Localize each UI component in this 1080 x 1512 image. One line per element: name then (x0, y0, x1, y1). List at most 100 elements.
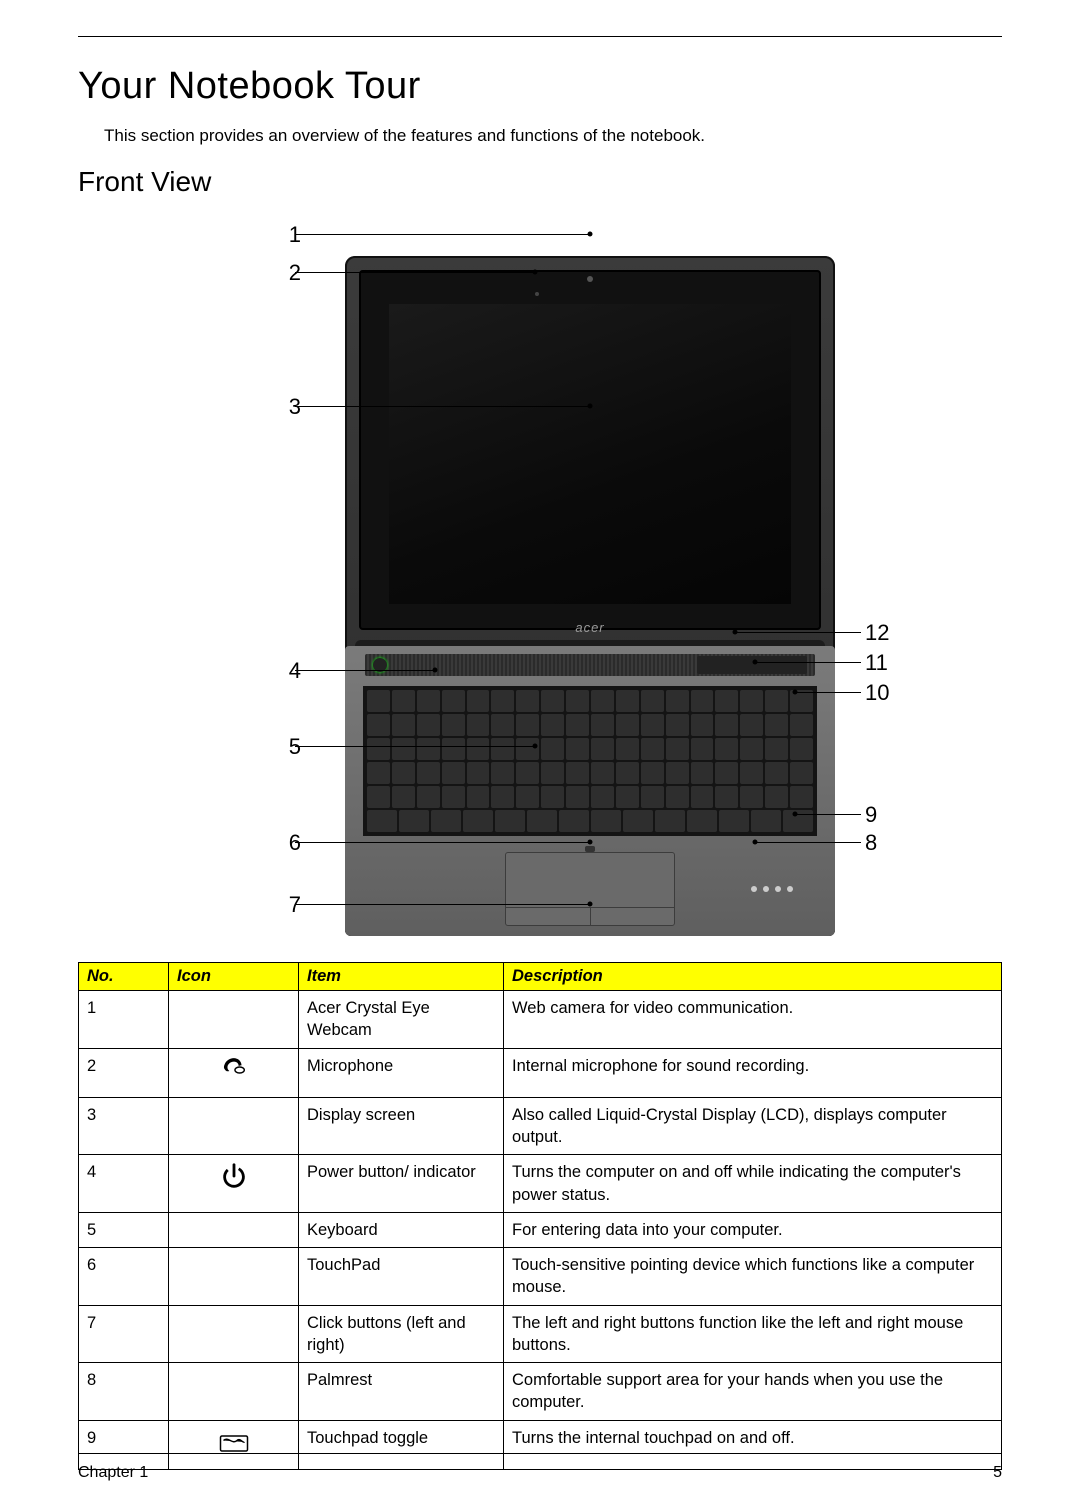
cell-item: Palmrest (299, 1363, 504, 1421)
microphone-icon (169, 1048, 299, 1097)
cell-desc: Touch-sensitive pointing device which fu… (504, 1248, 1002, 1306)
brand-label: acer (575, 620, 604, 635)
leader-line (305, 670, 435, 671)
cell-no: 7 (79, 1305, 169, 1363)
microphone-icon (535, 292, 539, 296)
callout-number: 10 (865, 680, 889, 706)
leader-tick (851, 842, 861, 843)
leader-line (305, 234, 590, 235)
callout-number: 3 (275, 394, 301, 420)
cell-no: 3 (79, 1097, 169, 1155)
leader-line (795, 692, 851, 693)
leader-dot (588, 404, 593, 409)
section-subtitle: Front View (78, 166, 1002, 198)
leader-dot (533, 270, 538, 275)
manual-page: Your Notebook Tour This section provides… (0, 0, 1080, 1512)
cell-desc: Turns the computer on and off while indi… (504, 1155, 1002, 1213)
leader-line (305, 842, 590, 843)
cell-icon (169, 1363, 299, 1421)
footer-chapter: Chapter 1 (78, 1464, 148, 1482)
cell-icon (169, 1212, 299, 1247)
cell-no: 5 (79, 1212, 169, 1247)
footer-page-number: 5 (993, 1464, 1002, 1482)
leader-dot (433, 668, 438, 673)
th-item: Item (299, 963, 504, 991)
leader-line (755, 662, 851, 663)
th-icon: Icon (169, 963, 299, 991)
table-row: 8PalmrestComfortable support area for yo… (79, 1363, 1002, 1421)
cell-icon (169, 1305, 299, 1363)
intro-text: This section provides an overview of the… (104, 126, 1002, 146)
callout-number: 6 (275, 830, 301, 856)
laptop-illustration: acer (345, 256, 835, 936)
table-row: 5 KeyboardFor entering data into your com… (79, 1212, 1002, 1247)
cell-icon (169, 1097, 299, 1155)
indicator-lights (751, 886, 807, 892)
callout-number: 7 (275, 892, 301, 918)
table-row: 3 Display screenAlso called Liquid-Crysta… (79, 1097, 1002, 1155)
cell-item: Acer Crystal Eye Webcam (299, 991, 504, 1049)
cell-no: 4 (79, 1155, 169, 1213)
callout-number: 9 (865, 802, 877, 828)
callout-number: 12 (865, 620, 889, 646)
click-buttons (506, 907, 674, 925)
leader-tick (851, 632, 861, 633)
cell-icon (169, 991, 299, 1049)
leader-dot (793, 690, 798, 695)
media-buttons (697, 656, 807, 674)
callout-number: 5 (275, 734, 301, 760)
table-row: 1 Acer Crystal Eye WebcamWeb camera for v… (79, 991, 1002, 1049)
table-header-row: No. Icon Item Description (79, 963, 1002, 991)
th-no: No. (79, 963, 169, 991)
table-row: 2MicrophoneInternal microphone for sound… (79, 1048, 1002, 1097)
cell-no: 2 (79, 1048, 169, 1097)
table-row: 6TouchPadTouch-sensitive pointing device… (79, 1248, 1002, 1306)
touchpad (505, 852, 675, 926)
leader-tick (295, 406, 305, 407)
cell-item: Display screen (299, 1097, 504, 1155)
cell-item: Microphone (299, 1048, 504, 1097)
leader-tick (295, 670, 305, 671)
lid-bezel: acer (359, 270, 821, 630)
callout-number: 8 (865, 830, 877, 856)
leader-dot (588, 232, 593, 237)
leader-dot (733, 630, 738, 635)
leader-tick (851, 692, 861, 693)
leader-line (305, 746, 535, 747)
cell-item: Power button/ indicator (299, 1155, 504, 1213)
leader-tick (295, 746, 305, 747)
front-view-diagram: acer 123456712111098 (235, 216, 845, 936)
cell-desc: Comfortable support area for your hands … (504, 1363, 1002, 1421)
cell-item: Keyboard (299, 1212, 504, 1247)
callout-number: 11 (865, 650, 888, 676)
cell-no: 1 (79, 991, 169, 1049)
cell-desc: The left and right buttons function like… (504, 1305, 1002, 1363)
table-row: 7Click buttons (left and right)The left … (79, 1305, 1002, 1363)
cell-desc: Also called Liquid-Crystal Display (LCD)… (504, 1097, 1002, 1155)
leader-dot (588, 840, 593, 845)
leader-dot (753, 660, 758, 665)
cell-desc: Web camera for video communication. (504, 991, 1002, 1049)
cell-no: 6 (79, 1248, 169, 1306)
leader-tick (295, 234, 305, 235)
leader-line (305, 904, 590, 905)
cell-icon (169, 1248, 299, 1306)
page-title: Your Notebook Tour (78, 65, 1002, 108)
power-icon (169, 1155, 299, 1213)
leader-line (305, 406, 590, 407)
diagram-container: acer 123456712111098 (78, 216, 1002, 936)
leader-line (795, 814, 851, 815)
leader-tick (295, 272, 305, 273)
leader-dot (533, 744, 538, 749)
callout-number: 2 (275, 260, 301, 286)
leader-tick (851, 814, 861, 815)
table-row: 4 Power button/ indicatorTurns the comput… (79, 1155, 1002, 1213)
leader-dot (793, 812, 798, 817)
callout-number: 1 (275, 222, 301, 248)
callout-number: 4 (275, 658, 301, 684)
cell-desc: For entering data into your computer. (504, 1212, 1002, 1247)
leader-line (735, 632, 851, 633)
leader-dot (588, 902, 593, 907)
keyboard (363, 686, 817, 836)
th-desc: Description (504, 963, 1002, 991)
